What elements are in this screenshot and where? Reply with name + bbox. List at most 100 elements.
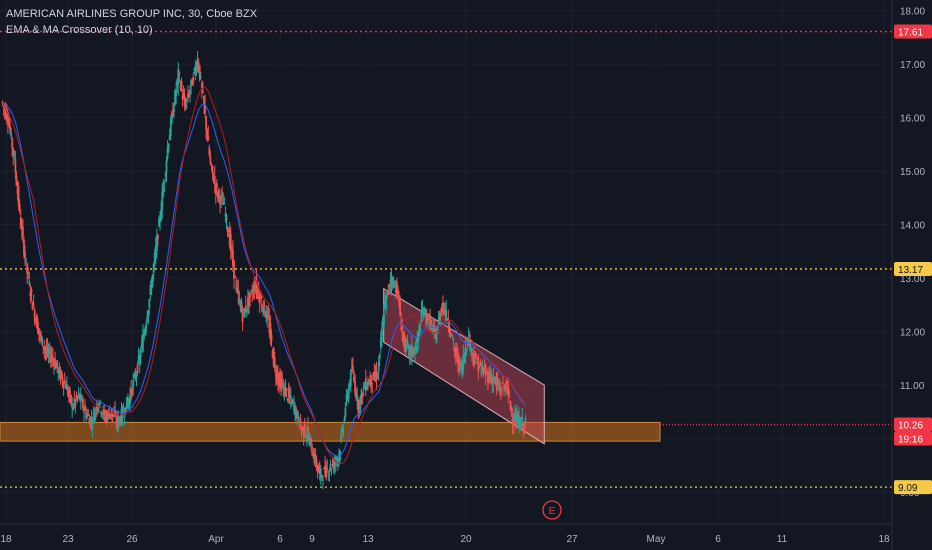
candle-body: [26, 263, 29, 274]
candle-body: [59, 369, 62, 381]
candle-body: [254, 284, 257, 291]
candle-body: [362, 387, 365, 389]
time-tick-label: Apr: [208, 534, 224, 545]
candle-body: [115, 421, 118, 423]
earnings-marker-layer[interactable]: E: [542, 500, 562, 520]
candle-body: [331, 463, 334, 466]
candle-body: [344, 407, 347, 417]
countdown-tag: [894, 431, 932, 446]
support-zone: [0, 421, 661, 442]
candle-body: [239, 305, 242, 307]
candle-body: [85, 412, 88, 419]
price-tick-label: 15.00: [900, 167, 925, 178]
candle-body: [427, 321, 429, 323]
candle-body: [438, 312, 441, 325]
symbol-title[interactable]: AMERICAN AIRLINES GROUP INC, 30, Cboe BZ…: [6, 8, 258, 20]
candle-body: [458, 357, 460, 370]
candle-body: [450, 334, 453, 336]
candle-body: [119, 420, 122, 423]
candle-body: [260, 304, 263, 310]
earnings-marker-label: E: [549, 506, 556, 517]
candle-body: [148, 299, 151, 309]
candle-body: [267, 315, 270, 317]
price-tick-label: 18.00: [900, 7, 925, 18]
candle-body: [173, 108, 175, 112]
candle-body: [74, 399, 77, 406]
candle-body: [229, 234, 232, 251]
candle-body: [453, 347, 456, 353]
candle-body: [155, 236, 158, 251]
candle-body: [105, 414, 108, 417]
candle-body: [28, 281, 31, 284]
candle-body: [504, 384, 507, 388]
candle-body: [466, 338, 469, 342]
chart-legend: AMERICAN AIRLINES GROUP INC, 30, Cboe BZ…: [6, 6, 257, 38]
candle-body: [431, 326, 434, 331]
candle-body: [223, 203, 226, 205]
candle-body: [161, 191, 164, 211]
candle-body: [21, 226, 24, 236]
candle-body: [499, 387, 502, 392]
candle-body: [4, 107, 7, 118]
candle-body: [275, 369, 278, 381]
candle-body: [218, 189, 220, 195]
indicator-label[interactable]: EMA & MA Crossover (10, 10): [6, 24, 153, 36]
candle-body: [271, 350, 274, 359]
ema-line: [2, 103, 526, 457]
candle-body: [265, 310, 268, 317]
candle-body: [160, 209, 163, 221]
candle-body: [196, 58, 199, 67]
candle-body: [73, 398, 76, 402]
candle-body: [347, 388, 350, 400]
candle-body: [228, 229, 231, 247]
candle-body: [219, 198, 221, 205]
candle-body: [240, 301, 243, 312]
price-tick-label: 14.00: [900, 221, 925, 232]
candle-body: [176, 79, 179, 86]
candle-body: [277, 373, 279, 382]
candle-body: [226, 227, 229, 232]
candle-body: [187, 94, 189, 98]
candle-body: [286, 399, 289, 401]
candle-body: [135, 374, 138, 377]
candle-body: [145, 323, 148, 331]
candle-body: [495, 380, 498, 385]
candle-body: [288, 395, 291, 399]
candle-body: [215, 183, 218, 189]
price-tag: [894, 261, 932, 276]
candle-body: [305, 436, 308, 438]
candle-body: [166, 148, 169, 158]
candle-body: [497, 388, 500, 390]
candle-body: [318, 467, 321, 474]
time-axis[interactable]: 18 23 26 Apr 6 9 13 20 27 May 6 11 18: [0, 523, 892, 545]
candle-body: [432, 326, 435, 329]
candle-body: [419, 328, 422, 332]
candle-body: [487, 372, 489, 382]
candle-body: [252, 289, 255, 293]
candle-body: [512, 421, 515, 425]
candle-body: [374, 375, 377, 378]
candle-body: [446, 319, 449, 321]
candle-body: [368, 381, 370, 385]
candle-body: [206, 130, 209, 139]
candle-body: [379, 337, 382, 348]
candle-body: [113, 414, 115, 417]
candle-body: [513, 413, 516, 422]
candle-body: [165, 160, 168, 173]
candle-body: [103, 409, 106, 415]
price-tick-label: 11.00: [900, 381, 925, 392]
candle-body: [222, 203, 225, 205]
candle-body: [313, 453, 316, 463]
candle-body: [47, 351, 50, 354]
candle-body: [485, 370, 488, 372]
candle-body: [39, 333, 41, 335]
candle-body: [443, 309, 445, 311]
candle-body: [164, 174, 167, 176]
candle-body: [342, 427, 345, 432]
candle-body: [48, 349, 51, 355]
candle-body: [10, 132, 13, 137]
candle-body: [255, 277, 258, 291]
price-tag: [894, 24, 932, 39]
candle-body: [395, 281, 398, 296]
